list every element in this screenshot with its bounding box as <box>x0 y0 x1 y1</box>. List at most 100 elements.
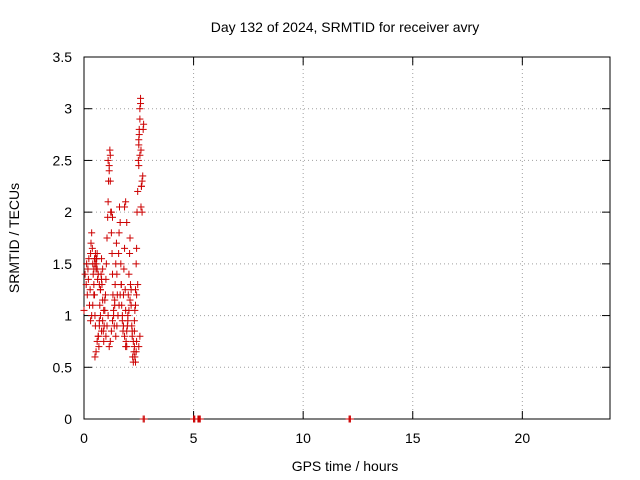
data-point <box>99 265 107 273</box>
data-point <box>112 239 120 247</box>
x-tick-label: 20 <box>515 430 531 446</box>
data-point <box>115 229 123 237</box>
data-point <box>96 312 104 320</box>
data-point <box>135 162 143 170</box>
data-point <box>92 348 100 356</box>
data-point <box>111 281 119 289</box>
data-point <box>131 353 139 361</box>
data-point <box>101 291 109 299</box>
data-point <box>107 208 115 216</box>
data-point <box>98 275 106 283</box>
data-points <box>80 94 354 423</box>
data-point <box>126 296 134 304</box>
data-point <box>105 167 113 175</box>
data-point <box>122 343 130 351</box>
data-point <box>87 317 95 325</box>
data-point <box>104 198 112 206</box>
data-point <box>136 332 144 340</box>
data-point <box>132 358 140 366</box>
data-point <box>128 327 136 335</box>
data-point <box>80 306 88 314</box>
data-point <box>106 177 114 185</box>
data-point <box>110 306 118 314</box>
data-point <box>98 327 106 335</box>
data-point <box>127 286 135 294</box>
data-point <box>96 301 104 309</box>
data-point <box>346 415 354 423</box>
data-point <box>133 244 141 252</box>
data-point <box>91 353 99 361</box>
data-point <box>125 270 133 278</box>
data-point <box>137 100 145 108</box>
x-axis-label: GPS time / hours <box>292 458 399 474</box>
data-point <box>137 203 145 211</box>
data-point <box>196 415 204 423</box>
x-tick-label: 0 <box>80 430 88 446</box>
y-tick-label: 1.5 <box>53 256 73 272</box>
chart-title: Day 132 of 2024, SRMTID for receiver avr… <box>211 19 479 35</box>
gridlines <box>84 57 610 419</box>
data-point <box>95 281 103 289</box>
data-point <box>138 208 146 216</box>
data-point <box>95 322 103 330</box>
data-point <box>131 306 139 314</box>
y-tick-label: 2.5 <box>53 152 73 168</box>
data-point <box>83 291 91 299</box>
data-point <box>132 260 140 268</box>
y-axis-label: SRMTID / TECUs <box>6 183 22 293</box>
y-tick-label: 1 <box>64 308 72 324</box>
data-point <box>88 312 96 320</box>
data-point <box>84 275 92 283</box>
data-point <box>136 151 144 159</box>
y-tick-label: 2 <box>64 204 72 220</box>
data-point <box>119 322 127 330</box>
data-point <box>116 218 124 226</box>
data-point <box>88 229 96 237</box>
data-point <box>123 218 131 226</box>
data-point <box>140 415 148 423</box>
data-point <box>103 322 111 330</box>
data-point <box>84 265 92 273</box>
data-point <box>94 332 102 340</box>
data-point <box>107 327 115 335</box>
data-point <box>108 250 116 258</box>
y-tick-label: 0 <box>64 411 72 427</box>
data-point <box>138 177 146 185</box>
data-point <box>103 234 111 242</box>
data-point <box>132 301 140 309</box>
data-point <box>137 146 145 154</box>
data-point <box>106 337 114 345</box>
data-point <box>135 131 143 139</box>
data-point <box>102 332 110 340</box>
data-point <box>108 213 116 221</box>
data-point <box>88 244 96 252</box>
data-point <box>81 270 89 278</box>
data-point <box>126 234 134 242</box>
data-point <box>126 250 134 258</box>
data-point <box>140 120 148 128</box>
data-point <box>122 198 130 206</box>
data-point <box>89 301 97 309</box>
y-tick-label: 3.5 <box>53 49 73 65</box>
x-tick-label: 15 <box>405 430 421 446</box>
data-point <box>91 255 99 263</box>
data-point <box>83 260 91 268</box>
data-point <box>106 151 114 159</box>
data-point <box>93 337 101 345</box>
data-point <box>115 250 123 258</box>
data-point <box>134 281 142 289</box>
data-point <box>124 317 132 325</box>
data-point <box>111 296 119 304</box>
data-point <box>87 239 95 247</box>
data-point <box>86 286 94 294</box>
data-point <box>82 281 90 289</box>
data-point <box>104 156 112 164</box>
data-point <box>99 317 107 325</box>
data-point <box>130 317 138 325</box>
data-point <box>104 312 112 320</box>
data-point <box>95 343 103 351</box>
data-point <box>136 115 144 123</box>
data-point <box>115 301 123 309</box>
data-point <box>107 229 115 237</box>
